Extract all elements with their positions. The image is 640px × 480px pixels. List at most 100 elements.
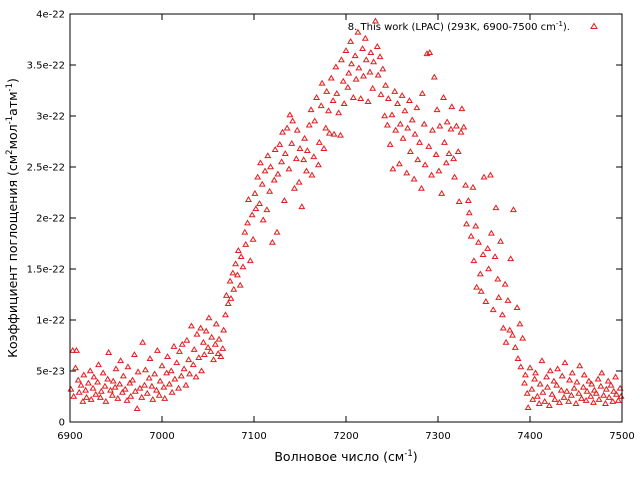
- data-point: [283, 124, 291, 131]
- data-point: [317, 102, 325, 109]
- data-point: [171, 375, 179, 382]
- data-point: [602, 385, 610, 392]
- data-point: [300, 156, 308, 163]
- data-point: [259, 216, 267, 223]
- data-point: [222, 291, 230, 298]
- data-point: [332, 63, 340, 70]
- data-point: [168, 388, 176, 395]
- data-point: [617, 392, 625, 399]
- data-point: [109, 377, 117, 384]
- data-point: [521, 379, 528, 386]
- data-point: [344, 83, 352, 90]
- data-point: [268, 238, 276, 245]
- data-point: [236, 281, 244, 288]
- data-point: [417, 184, 425, 191]
- data-point: [359, 45, 367, 51]
- data-point: [226, 277, 234, 284]
- data-point: [401, 107, 409, 114]
- data-point: [429, 126, 436, 133]
- data-point: [568, 369, 576, 376]
- data-point: [153, 347, 161, 353]
- data-point: [404, 124, 412, 131]
- data-point: [578, 394, 585, 401]
- data-point: [396, 120, 404, 127]
- data-point: [361, 34, 369, 41]
- data-point: [576, 362, 584, 369]
- data-point: [127, 392, 135, 399]
- data-point: [75, 388, 83, 395]
- data-point: [237, 253, 245, 260]
- data-point: [224, 300, 232, 306]
- data-point: [580, 371, 588, 378]
- data-point: [130, 351, 138, 357]
- data-point: [156, 377, 164, 384]
- data-point: [579, 383, 587, 390]
- data-point: [370, 58, 378, 65]
- data-point: [161, 394, 169, 401]
- data-point: [563, 387, 571, 394]
- data-point: [302, 167, 310, 174]
- data-point: [523, 389, 531, 396]
- data-point: [138, 393, 146, 400]
- data-point: [165, 380, 173, 387]
- data-point: [479, 251, 487, 258]
- data-point: [211, 340, 219, 347]
- data-point: [176, 348, 183, 354]
- data-point: [192, 373, 200, 380]
- data-point: [180, 365, 188, 372]
- data-point: [210, 356, 217, 363]
- data-point: [516, 320, 524, 327]
- data-point: [533, 392, 541, 399]
- data-point: [557, 386, 565, 393]
- data-point: [183, 336, 191, 343]
- data-point: [450, 155, 458, 162]
- data-point: [440, 138, 448, 145]
- data-point: [72, 347, 80, 353]
- data-point: [348, 60, 355, 67]
- data-point: [318, 79, 326, 86]
- data-point: [67, 385, 75, 392]
- data-point: [205, 314, 213, 321]
- data-point: [443, 118, 451, 125]
- data-point: [494, 275, 502, 282]
- data-point: [463, 220, 470, 227]
- data-point: [233, 271, 241, 278]
- data-point: [111, 383, 119, 390]
- data-point: [499, 324, 507, 331]
- data-point: [489, 306, 497, 313]
- data-point: [548, 390, 556, 397]
- data-point: [195, 354, 203, 361]
- data-point: [610, 387, 618, 394]
- data-point: [145, 374, 153, 381]
- data-point: [200, 351, 208, 357]
- data-point: [248, 211, 256, 218]
- data-point: [330, 130, 338, 137]
- data-point: [399, 134, 407, 141]
- data-point: [124, 363, 132, 370]
- data-point: [108, 391, 116, 398]
- data-point: [374, 71, 382, 78]
- data-point: [104, 375, 112, 382]
- data-point: [273, 228, 281, 235]
- y-tick-label: 2e-22: [36, 214, 65, 225]
- data-point: [398, 92, 406, 98]
- data-point: [491, 253, 499, 260]
- data-point: [506, 326, 514, 333]
- data-point: [293, 126, 301, 133]
- data-point: [472, 222, 480, 229]
- data-point: [445, 150, 453, 157]
- data-point: [187, 322, 195, 329]
- data-point: [339, 77, 347, 84]
- data-point: [289, 117, 297, 124]
- data-point: [274, 170, 282, 177]
- data-point: [148, 382, 156, 389]
- x-axis: 6900 7000 7100 7200 7300 7400 7500: [57, 14, 635, 442]
- data-point: [513, 304, 521, 311]
- data-point: [270, 176, 278, 183]
- data-point: [311, 117, 319, 124]
- data-point: [570, 384, 578, 391]
- data-point: [234, 247, 242, 253]
- data-point: [612, 373, 620, 380]
- data-point: [531, 375, 539, 382]
